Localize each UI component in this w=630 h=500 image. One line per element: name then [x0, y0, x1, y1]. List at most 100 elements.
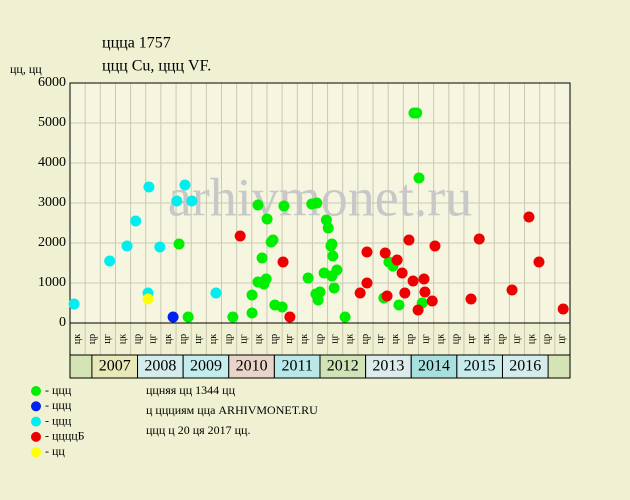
- point: [121, 240, 133, 252]
- legend-label: - цц: [45, 444, 65, 458]
- chart-subtitle: ццц Cu, ццц VF.: [102, 58, 211, 75]
- y-tick-label: 3000: [38, 195, 66, 210]
- point: [314, 286, 326, 298]
- column-label: цр: [496, 334, 507, 344]
- column-label: цг: [193, 334, 204, 343]
- point: [68, 298, 80, 310]
- column-label: цк: [72, 334, 83, 344]
- legend-marker: [31, 447, 41, 458]
- column-label: цг: [102, 334, 113, 343]
- point: [465, 293, 477, 305]
- point: [130, 215, 142, 227]
- point: [361, 246, 373, 258]
- column-label: цг: [239, 334, 250, 343]
- watermark: arhivmonet.ru: [168, 167, 472, 227]
- legend-label: - ццц: [45, 413, 72, 427]
- point: [339, 311, 351, 323]
- point: [276, 301, 288, 313]
- point: [506, 284, 518, 296]
- point: [426, 295, 438, 307]
- year-label: 2011: [281, 358, 312, 375]
- column-label: цр: [132, 334, 143, 344]
- point: [284, 311, 296, 323]
- legend-label: - ццццБ: [45, 429, 85, 443]
- legend-label: - ццц: [45, 383, 72, 397]
- column-label: цк: [436, 334, 447, 344]
- point: [361, 277, 373, 289]
- column-label: цр: [542, 334, 553, 344]
- y-axis-label: цц, цц: [10, 62, 42, 76]
- point: [173, 238, 185, 250]
- point: [473, 233, 485, 245]
- column-label: цр: [405, 334, 416, 344]
- point: [328, 282, 340, 294]
- point: [418, 273, 430, 285]
- y-tick-label: 2000: [38, 235, 66, 250]
- point: [391, 254, 403, 266]
- point: [260, 273, 272, 285]
- column-label: цр: [451, 334, 462, 344]
- column-label: цр: [269, 334, 280, 344]
- year-label: 2012: [327, 358, 359, 375]
- point: [186, 195, 198, 207]
- point: [256, 252, 268, 264]
- column-label: цг: [375, 334, 386, 343]
- point: [407, 275, 419, 287]
- point: [411, 107, 423, 119]
- point: [557, 303, 569, 315]
- column-label: цк: [117, 334, 128, 344]
- column-label: цк: [254, 334, 265, 344]
- point: [179, 179, 191, 191]
- point: [327, 250, 339, 262]
- point: [396, 267, 408, 279]
- point: [381, 290, 393, 302]
- point: [399, 287, 411, 299]
- year-label: 2015: [464, 358, 496, 375]
- point: [154, 241, 166, 253]
- note: ццняя цц 1344 цц: [146, 383, 236, 397]
- point: [167, 311, 179, 323]
- point: [322, 222, 334, 234]
- note: ц ццциям цца ARHIVMONET.RU: [146, 403, 318, 417]
- column-label: цр: [87, 334, 98, 344]
- column-label: цр: [223, 334, 234, 344]
- point: [302, 272, 314, 284]
- point: [171, 195, 183, 207]
- column-label: цк: [163, 334, 174, 344]
- point: [393, 299, 405, 311]
- point: [142, 293, 154, 305]
- year-label: 2013: [372, 358, 404, 375]
- y-tick-label: 4000: [38, 155, 66, 170]
- point: [143, 181, 155, 193]
- column-label: цр: [360, 334, 371, 344]
- y-tick-label: 6000: [38, 75, 66, 90]
- y-tick-label: 1000: [38, 275, 66, 290]
- legend-marker: [31, 401, 41, 412]
- column-label: цг: [148, 334, 159, 343]
- point: [210, 287, 222, 299]
- column-label: цк: [481, 334, 492, 344]
- point: [277, 256, 289, 268]
- plot-frame: [69, 82, 571, 379]
- legend-marker: [31, 416, 41, 427]
- point: [261, 213, 273, 225]
- point: [533, 256, 545, 268]
- year-label: 2007: [99, 358, 131, 375]
- point: [523, 211, 535, 223]
- point: [267, 234, 279, 246]
- column-label: цк: [299, 334, 310, 344]
- y-tick-label: 5000: [38, 115, 66, 130]
- point: [354, 287, 366, 299]
- column-label: цг: [420, 334, 431, 343]
- column-label: цг: [284, 334, 295, 343]
- year-label: 2014: [418, 358, 450, 375]
- year-label: 2009: [190, 358, 222, 375]
- column-label: цг: [511, 334, 522, 343]
- point: [326, 238, 338, 250]
- point: [246, 307, 258, 319]
- column-label: цг: [329, 334, 340, 343]
- point: [278, 200, 290, 212]
- column-label: цр: [314, 334, 325, 344]
- point: [419, 286, 431, 298]
